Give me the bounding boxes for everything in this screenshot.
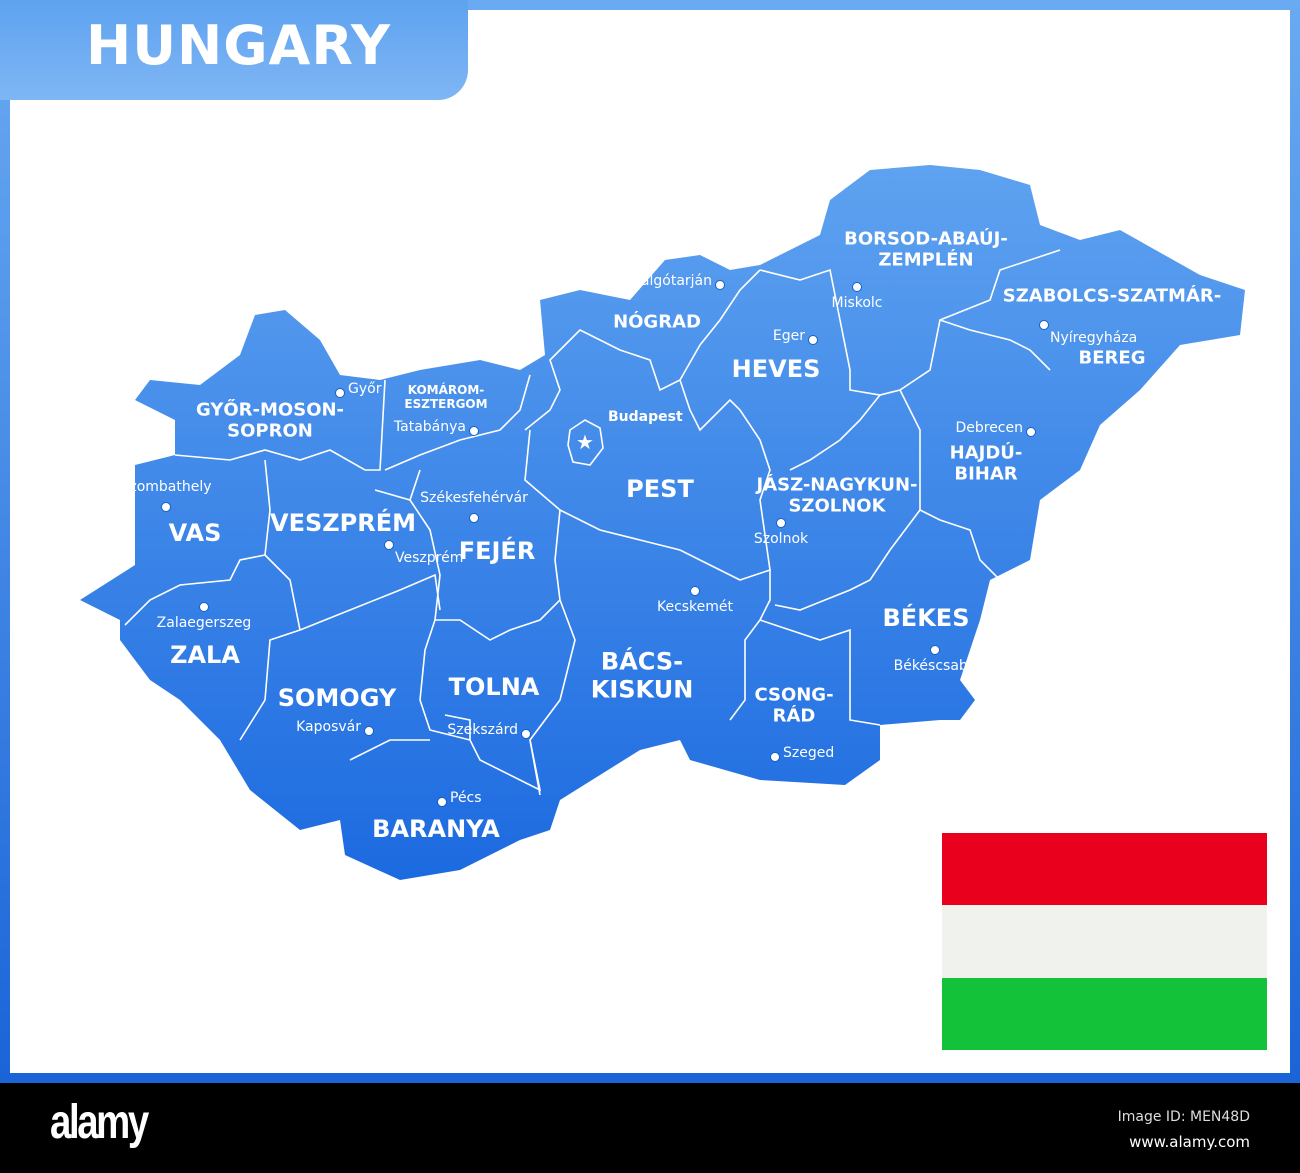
city-marker — [852, 282, 862, 292]
city-marker — [776, 518, 786, 528]
alamy-logo: alamy — [50, 1096, 149, 1149]
city-label: Pécs — [450, 790, 482, 806]
city-marker — [715, 280, 725, 290]
region-label: BORSOD-ABAÚJ- ZEMPLÉN — [844, 228, 1008, 270]
city-label: Zalaegerszeg — [156, 615, 252, 631]
budapest-district: ★ — [567, 419, 604, 466]
region-label: CSONG- RÁD — [754, 684, 834, 726]
city-marker — [469, 513, 479, 523]
city-label: Szekszárd — [447, 722, 518, 738]
flag-stripe-white — [942, 905, 1267, 978]
region-label: HAJDÚ- BIHAR — [949, 442, 1023, 484]
site-url: www.alamy.com — [1129, 1133, 1250, 1151]
city-marker — [384, 540, 394, 550]
city-label: Szeged — [783, 745, 835, 761]
region-label: HEVES — [731, 355, 821, 384]
city-marker — [161, 502, 171, 512]
region-label: NÓGRAD — [613, 311, 701, 333]
flag-stripe-green — [942, 977, 1267, 1050]
region-label: VESZPRÉM — [269, 509, 417, 538]
city-label: Debrecen — [955, 420, 1023, 436]
city-label: Szolnok — [753, 531, 809, 547]
city-label: Győr — [348, 381, 382, 397]
region-label: BARANYA — [372, 815, 500, 844]
region-label: SZABOLCS-SZATMÁR- — [1002, 285, 1222, 307]
region-label: KOMÁROM- ESZTERGOM — [404, 383, 488, 411]
city-marker — [469, 426, 479, 436]
city-label: Miskolc — [831, 295, 883, 311]
city-label: Szombathely — [120, 479, 212, 495]
map-title: HUNGARY — [86, 14, 392, 77]
flag-stripe-red — [942, 833, 1267, 906]
region-label: ZALA — [170, 641, 240, 670]
city-label: Eger — [772, 328, 805, 344]
city-label: Kecskemét — [656, 599, 734, 615]
city-label: Kaposvár — [296, 719, 361, 735]
city-marker — [770, 752, 780, 762]
country-outline — [80, 165, 1245, 880]
city-marker — [437, 797, 447, 807]
city-marker — [199, 602, 209, 612]
city-label: Békéscsaba — [893, 658, 977, 674]
image-id: Image ID: MEN48D — [1117, 1109, 1250, 1125]
region-label: PEST — [626, 475, 694, 504]
region-label: BÁCS- KISKUN — [590, 647, 694, 703]
city-marker — [364, 726, 374, 736]
title-tab: HUNGARY — [0, 0, 468, 100]
region-label: SOMOGY — [277, 684, 397, 713]
region-label: JÁSZ-NAGYKUN- SZOLNOK — [756, 474, 918, 516]
region-label: FEJÉR — [458, 537, 536, 566]
city-marker — [930, 645, 940, 655]
county-borders — [124, 249, 1061, 796]
region-label: BEREG — [1078, 347, 1146, 369]
city-label: Salgótarján — [632, 273, 712, 289]
footer: alamy Image ID: MEN48D www.alamy.com — [0, 1083, 1300, 1173]
city-marker — [1039, 320, 1049, 330]
city-marker — [808, 335, 818, 345]
hungary-flag — [942, 833, 1267, 1050]
city-label: Nyíregyháza — [1050, 330, 1138, 346]
capital-label: Budapest — [608, 409, 683, 425]
star-icon: ★ — [576, 430, 594, 454]
region-label: BÉKES — [882, 604, 970, 633]
region-label: VAS — [168, 519, 222, 548]
city-label: Székesfehérvár — [420, 490, 528, 506]
city-marker — [690, 586, 700, 596]
city-marker — [1026, 427, 1036, 437]
hungary-map: ★ — [80, 165, 1245, 880]
city-marker — [335, 388, 345, 398]
city-label: Veszprém — [395, 550, 464, 566]
region-label: GYŐR-MOSON- SOPRON — [195, 399, 345, 441]
region-label: TOLNA — [448, 673, 540, 702]
city-label: Tatabánya — [393, 419, 466, 435]
city-marker — [521, 729, 531, 739]
